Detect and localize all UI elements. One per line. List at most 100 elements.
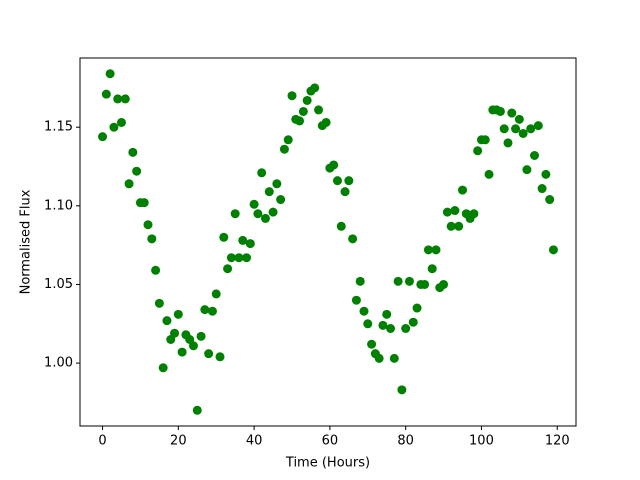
point	[404, 276, 414, 286]
point	[423, 245, 433, 255]
point	[170, 328, 180, 338]
point	[200, 305, 210, 315]
point	[401, 323, 411, 333]
point	[234, 253, 244, 263]
point	[454, 221, 464, 231]
point	[242, 253, 252, 263]
point	[314, 105, 324, 115]
point	[351, 295, 361, 305]
point	[526, 124, 536, 134]
point	[139, 198, 149, 208]
point	[113, 94, 123, 104]
point	[367, 339, 377, 349]
x-tick-label: 20	[170, 434, 187, 449]
point	[143, 220, 153, 230]
point	[378, 320, 388, 330]
point	[514, 114, 524, 124]
point	[132, 166, 142, 176]
point	[151, 265, 161, 275]
x-tick-label: 100	[469, 434, 494, 449]
point	[533, 121, 543, 131]
point	[196, 331, 206, 341]
point	[336, 221, 346, 231]
point	[355, 276, 365, 286]
point	[109, 122, 119, 132]
point	[257, 168, 267, 178]
point	[207, 306, 217, 316]
point	[473, 146, 483, 156]
point	[389, 353, 399, 363]
point	[230, 209, 240, 219]
point	[302, 95, 312, 105]
point	[295, 116, 305, 126]
y-axis-label: Normalised Flux	[19, 189, 34, 294]
y-tick-label: 1.05	[44, 277, 73, 292]
point	[120, 94, 130, 104]
point	[98, 132, 108, 142]
point	[382, 309, 392, 319]
point	[340, 187, 350, 197]
point	[511, 124, 521, 134]
point	[545, 195, 555, 205]
point	[279, 144, 289, 154]
point	[310, 83, 320, 93]
point	[204, 349, 214, 359]
point	[446, 221, 456, 231]
point	[249, 199, 259, 209]
point	[298, 106, 308, 116]
point	[420, 279, 430, 289]
point	[188, 341, 198, 351]
point	[541, 169, 551, 179]
point	[480, 135, 490, 145]
point	[124, 179, 134, 189]
plot-frame	[79, 57, 577, 427]
point	[450, 206, 460, 216]
point	[101, 89, 111, 99]
point	[215, 352, 225, 362]
point	[530, 151, 540, 161]
point	[128, 147, 138, 157]
point	[192, 405, 202, 415]
point	[219, 232, 229, 242]
point	[507, 108, 517, 118]
point	[211, 289, 221, 299]
point	[223, 264, 233, 274]
point	[412, 303, 422, 313]
point	[226, 253, 236, 263]
point	[283, 135, 293, 145]
point	[431, 245, 441, 255]
point	[359, 306, 369, 316]
point	[272, 179, 282, 189]
point	[484, 169, 494, 179]
point	[537, 184, 547, 194]
point	[245, 239, 255, 249]
x-tick-label: 120	[545, 434, 570, 449]
point	[177, 347, 187, 357]
x-tick-label: 80	[397, 434, 414, 449]
point	[260, 213, 270, 223]
point	[173, 309, 183, 319]
point	[548, 245, 558, 255]
point	[503, 138, 513, 148]
point	[522, 165, 532, 175]
point	[264, 187, 274, 197]
point	[332, 176, 342, 186]
point	[348, 234, 358, 244]
x-tick-label: 60	[322, 434, 339, 449]
point	[162, 316, 172, 326]
point	[363, 319, 373, 329]
point	[158, 363, 168, 373]
point	[427, 264, 437, 274]
x-axis-label: Time (Hours)	[285, 456, 370, 471]
point	[253, 209, 263, 219]
x-tick-label: 40	[246, 434, 263, 449]
point	[276, 195, 286, 205]
y-tick-label: 1.00	[44, 356, 73, 371]
x-tick-label: 0	[98, 434, 106, 449]
point	[393, 276, 403, 286]
point	[287, 91, 297, 101]
point	[458, 185, 468, 195]
point	[147, 234, 157, 244]
point	[397, 385, 407, 395]
